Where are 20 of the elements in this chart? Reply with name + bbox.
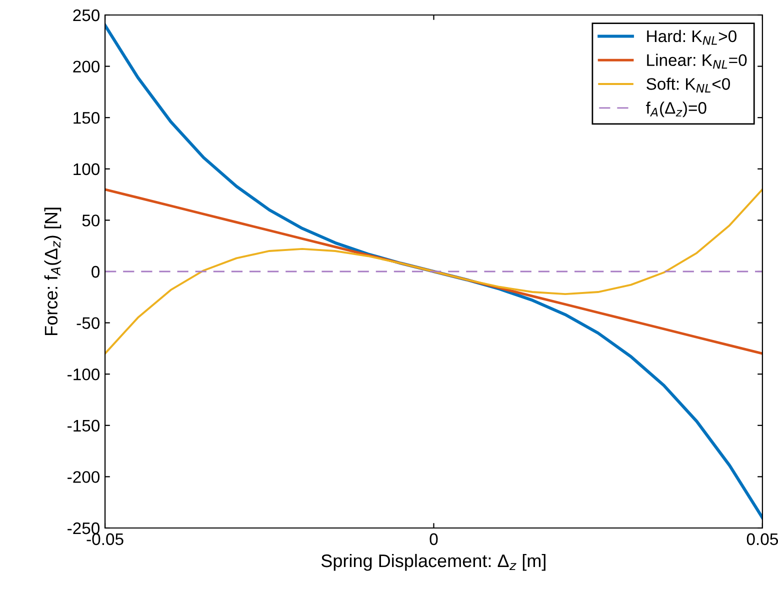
y-tick-label: -100 (68, 368, 100, 380)
legend-label: Soft: K$_{NL}$<0 (646, 78, 730, 92)
legend-label: Linear: K$_{NL}$=0 (647, 54, 747, 69)
y-tick-label: -50 (76, 317, 100, 330)
y-tick-label: 150 (74, 112, 100, 124)
x-tick-label: 0 (430, 533, 438, 546)
x-tick-label: 0.05 (746, 533, 778, 546)
y-tick-label: 50 (82, 214, 100, 226)
y-tick-label: 250 (73, 9, 100, 22)
y-tick-label: 200 (73, 60, 100, 73)
legend-label: Hard: K$_{NL}$>0 (647, 30, 736, 45)
y-tick-label: -150 (68, 420, 100, 432)
y-axis-title: Force: f$_{A}$(Δ$_{z}$) [N] (44, 208, 62, 336)
y-tick-label: 100 (74, 163, 100, 176)
y-tick-label: -250 (68, 522, 100, 534)
legend-label: f$_{A}$(Δ$_{z}$)=0 (646, 102, 706, 118)
x-axis-title: Spring Displacement: Δ$_{z}$ [m] (321, 554, 546, 571)
y-tick-label: 0 (92, 266, 100, 278)
x-tick-label: -0.05 (86, 533, 124, 546)
y-tick-label: -200 (68, 471, 100, 483)
